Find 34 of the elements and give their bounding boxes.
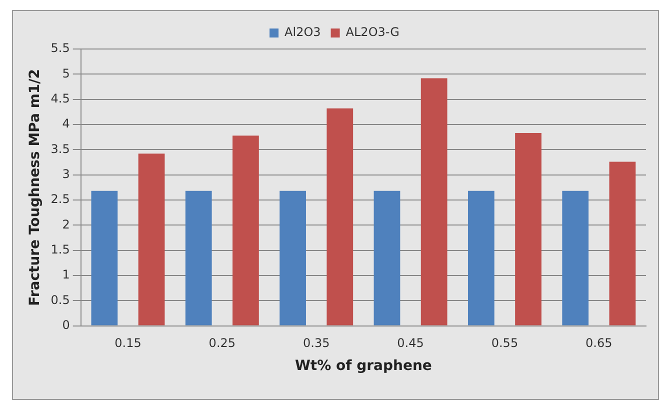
y-tick-label: 0: [62, 318, 70, 332]
bar: [280, 190, 306, 326]
x-tick-label: 0.65: [586, 336, 612, 350]
x-tick-label: 0.15: [114, 336, 142, 350]
x-tick-label: 0.55: [491, 336, 518, 350]
bar: [232, 136, 259, 326]
y-tick-label: 1.5: [50, 242, 70, 256]
x-tick-label: 0.35: [302, 336, 330, 350]
bar: [515, 133, 542, 326]
bar: [326, 108, 354, 326]
bar: [562, 190, 589, 326]
x-axis-title: Wt% of graphene: [294, 358, 432, 374]
y-axis-title: Fracture Toughness MPa m1/2: [27, 68, 44, 306]
bar: [374, 190, 400, 326]
y-tick-label: 1: [62, 268, 70, 282]
y-tick-label: 3.5: [50, 142, 70, 156]
bar: [185, 190, 212, 326]
legend-label: Al2O3: [284, 25, 321, 40]
y-tick-label: 4.5: [50, 91, 70, 106]
bar: [420, 78, 448, 326]
y-tick-label: 5.5: [50, 41, 70, 56]
x-tick-label: 0.25: [208, 336, 236, 350]
y-tick-label: 2: [62, 217, 70, 232]
bar: [468, 190, 494, 326]
bar: [91, 190, 118, 326]
y-tick-label: 4: [62, 116, 70, 131]
x-tick-label: 0.45: [397, 336, 424, 350]
y-tick-label: 0.5: [50, 292, 70, 307]
bar: [138, 154, 165, 326]
legend-label: AL2O3-G: [346, 25, 400, 40]
y-tick-label: 5: [62, 66, 70, 80]
y-tick-label: 2.5: [50, 192, 70, 206]
y-tick-label: 3: [62, 166, 70, 181]
bar: [609, 162, 636, 326]
